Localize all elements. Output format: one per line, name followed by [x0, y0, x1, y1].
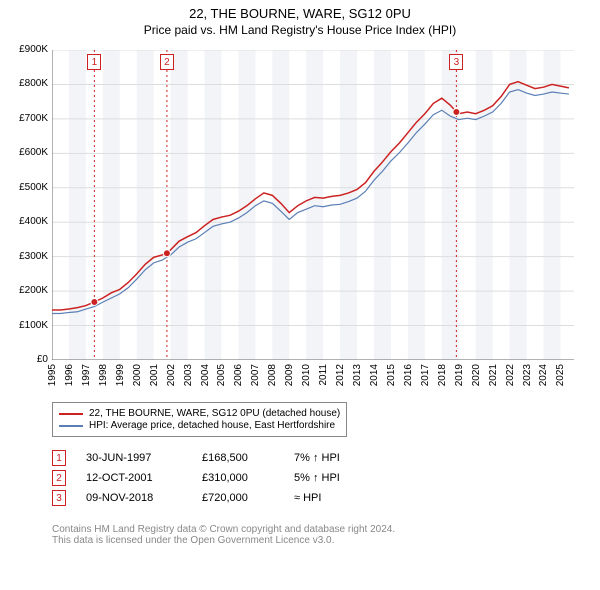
x-tick-label: 2010	[301, 364, 312, 386]
legend-swatch	[59, 425, 83, 427]
transaction-row-marker: 2	[52, 470, 66, 486]
y-tick-label: £700K	[8, 113, 48, 124]
legend-entry-hpi: HPI: Average price, detached house, East…	[59, 420, 340, 431]
x-tick-label: 2007	[250, 364, 261, 386]
x-tick-label: 2005	[216, 364, 227, 386]
plot-area	[52, 50, 574, 360]
x-tick-label: 2015	[386, 364, 397, 386]
x-tick-label: 2001	[149, 364, 160, 386]
y-tick-label: £600K	[8, 147, 48, 158]
y-tick-label: £900K	[8, 44, 48, 55]
x-tick-label: 2017	[420, 364, 431, 386]
transaction-row-marker: 1	[52, 450, 66, 466]
transaction-price: £720,000	[202, 492, 274, 504]
transaction-row: 3 09-NOV-2018 £720,000 ≈ HPI	[52, 490, 374, 506]
transaction-date: 12-OCT-2001	[86, 472, 182, 484]
x-tick-label: 2025	[555, 364, 566, 386]
x-tick-label: 2003	[183, 364, 194, 386]
x-tick-label: 2023	[522, 364, 533, 386]
legend-label: HPI: Average price, detached house, East…	[89, 420, 335, 431]
transaction-price: £168,500	[202, 452, 274, 464]
transaction-row: 1 30-JUN-1997 £168,500 7% ↑ HPI	[52, 450, 374, 466]
x-tick-label: 2004	[200, 364, 211, 386]
x-tick-label: 1995	[47, 364, 58, 386]
legend-entry-price-paid: 22, THE BOURNE, WARE, SG12 0PU (detached…	[59, 408, 340, 419]
y-tick-label: £0	[8, 354, 48, 365]
x-tick-label: 2011	[318, 364, 329, 386]
transaction-row-marker: 3	[52, 490, 66, 506]
x-tick-label: 2020	[471, 364, 482, 386]
chart-container: 22, THE BOURNE, WARE, SG12 0PU Price pai…	[0, 0, 600, 590]
x-tick-label: 2014	[369, 364, 380, 386]
x-tick-label: 1999	[115, 364, 126, 386]
chart-subtitle: Price paid vs. HM Land Registry's House …	[0, 21, 600, 37]
x-tick-label: 2013	[352, 364, 363, 386]
x-tick-label: 2019	[454, 364, 465, 386]
x-tick-label: 2008	[267, 364, 278, 386]
x-tick-label: 1997	[81, 364, 92, 386]
y-tick-label: £300K	[8, 251, 48, 262]
x-tick-label: 1998	[98, 364, 109, 386]
legend-swatch	[59, 413, 83, 415]
legend: 22, THE BOURNE, WARE, SG12 0PU (detached…	[52, 402, 347, 437]
x-tick-label: 2024	[538, 364, 549, 386]
y-tick-label: £800K	[8, 78, 48, 89]
footnote-line: Contains HM Land Registry data © Crown c…	[52, 524, 395, 535]
footnote: Contains HM Land Registry data © Crown c…	[52, 524, 395, 546]
transaction-date: 30-JUN-1997	[86, 452, 182, 464]
transaction-diff: 5% ↑ HPI	[294, 472, 374, 484]
x-tick-label: 2000	[132, 364, 143, 386]
y-tick-label: £100K	[8, 320, 48, 331]
footnote-line: This data is licensed under the Open Gov…	[52, 535, 395, 546]
y-tick-label: £200K	[8, 285, 48, 296]
transaction-marker-3: 3	[449, 54, 463, 70]
transaction-marker-2: 2	[160, 54, 174, 70]
transaction-price: £310,000	[202, 472, 274, 484]
x-tick-label: 1996	[64, 364, 75, 386]
x-tick-label: 2021	[488, 364, 499, 386]
x-tick-label: 2022	[505, 364, 516, 386]
transaction-date: 09-NOV-2018	[86, 492, 182, 504]
legend-label: 22, THE BOURNE, WARE, SG12 0PU (detached…	[89, 408, 340, 419]
x-tick-label: 2006	[233, 364, 244, 386]
x-tick-label: 2009	[284, 364, 295, 386]
x-tick-label: 2018	[437, 364, 448, 386]
y-tick-label: £400K	[8, 216, 48, 227]
transaction-marker-1: 1	[87, 54, 101, 70]
chart-title: 22, THE BOURNE, WARE, SG12 0PU	[0, 0, 600, 21]
transaction-diff: ≈ HPI	[294, 492, 374, 504]
x-tick-label: 2002	[166, 364, 177, 386]
y-tick-label: £500K	[8, 182, 48, 193]
transactions-table: 1 30-JUN-1997 £168,500 7% ↑ HPI 2 12-OCT-2001…	[52, 446, 374, 510]
x-tick-label: 2016	[403, 364, 414, 386]
transaction-diff: 7% ↑ HPI	[294, 452, 374, 464]
transaction-row: 2 12-OCT-2001 £310,000 5% ↑ HPI	[52, 470, 374, 486]
x-tick-label: 2012	[335, 364, 346, 386]
